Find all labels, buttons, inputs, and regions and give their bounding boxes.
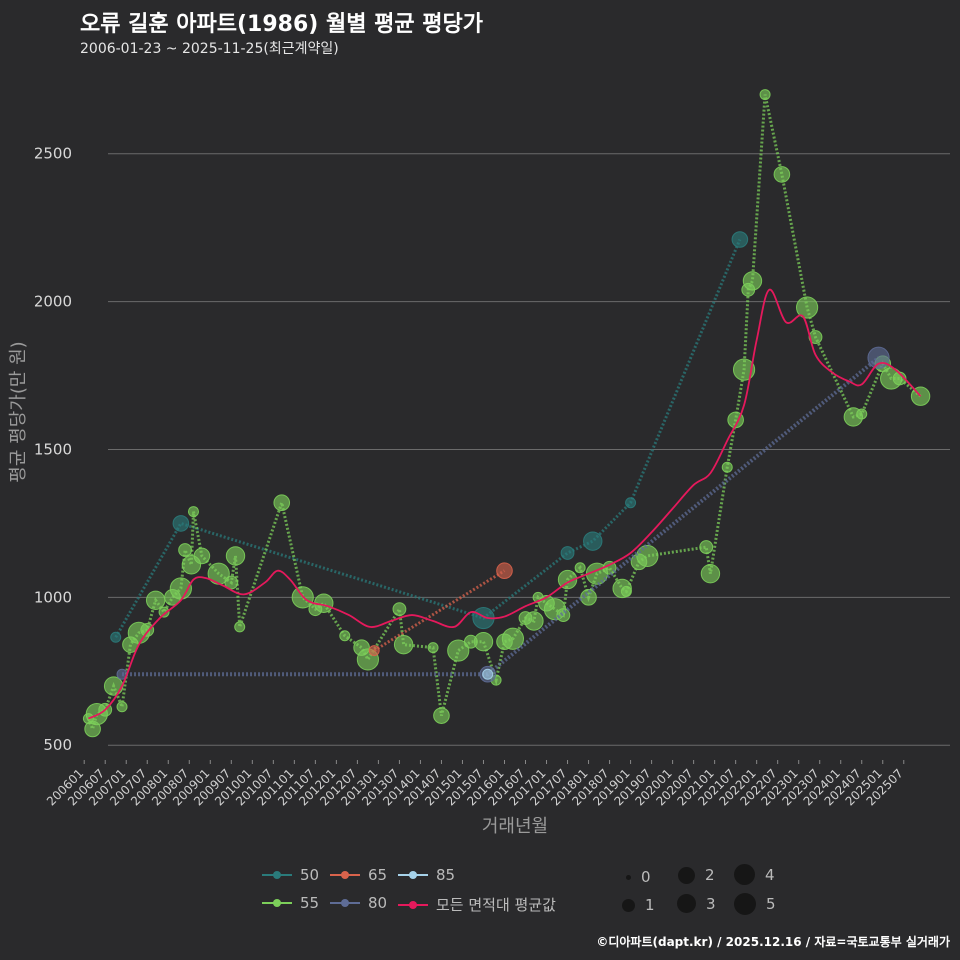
series-point-50 [625,497,637,509]
legend-label-55: 55 [300,894,320,912]
legend-size-label-2: 2 [705,866,715,884]
source-credit: ©디아파트(dapt.kr) / 2025.12.16 / 자료=국토교통부 실… [596,935,950,949]
chart-subtitle: 2006-01-23 ~ 2025-11-25(최근계약일) [80,41,339,57]
y-tick-label-2500: 2500 [34,145,72,163]
size-dot-2 [678,866,695,884]
series-point-50 [560,546,575,560]
legend-label-80: 80 [368,894,388,912]
legend-size-label-5: 5 [766,895,776,913]
size-dot-3 [677,894,696,913]
series-point-55 [158,606,170,618]
legend-swatch-80 [330,897,360,909]
series-point-55 [773,166,791,183]
series-point-55 [178,543,192,557]
series-point-55 [732,358,756,381]
legend-size-2: 2 [676,866,715,884]
series-point-55 [574,562,586,574]
series-point-55 [187,506,199,518]
legend-swatch-55 [262,897,292,909]
size-dot-0 [626,874,631,880]
y-axis-title: 평균 평당가(만 원) [8,341,29,482]
legend-item-65[interactable]: 65 [330,866,387,884]
series-point-55 [116,701,128,713]
series-point-55 [796,296,819,319]
series-point-80 [867,346,890,369]
size-dot-5 [734,893,756,915]
series-point-55 [273,494,291,512]
legend-size-label-0: 0 [641,868,651,886]
series-point-65 [368,645,380,657]
legend-item-85[interactable]: 85 [398,866,455,884]
series-point-55 [700,563,721,584]
legend-item-55[interactable]: 55 [262,894,319,912]
legend-label-85: 85 [436,866,456,884]
legend-label-50: 50 [300,866,320,884]
x-axis-title: 거래년월 [482,816,548,837]
series-point-55 [234,621,246,633]
series-point-55 [103,676,124,696]
legend-size-1: 1 [618,896,655,914]
legend-item-50[interactable]: 50 [262,866,319,884]
series-line-65 [373,569,506,652]
series-point-55 [524,611,544,631]
legend-swatch-65 [330,869,360,881]
series-point-55 [339,630,351,642]
size-dot-1 [622,898,635,912]
series-point-50 [583,531,603,551]
y-tick-label-1000: 1000 [34,588,72,606]
series-point-85 [482,668,494,680]
series-point-55 [759,89,771,101]
series-point-55 [699,540,714,554]
legend-item-all-average[interactable]: 모든 면적대 평균값 [398,894,556,915]
size-dot-4 [734,864,755,885]
series-point-55 [225,546,246,566]
series-point-55 [721,461,733,473]
series-point-55 [557,569,578,590]
chart-title: 오류 길훈 아파트(1986) 월별 평균 평당가 [80,12,483,37]
series-point-55 [620,585,632,597]
series-line-all-average [87,288,922,720]
legend-size-0: 0 [618,868,651,886]
series-point-55 [140,622,155,637]
legend-swatch-all-average [398,899,428,911]
legend-label-all-average: 모든 면적대 평균값 [436,896,556,914]
series-point-55 [433,707,450,724]
y-tick-label-500: 500 [43,736,72,754]
legend-size-4: 4 [734,864,775,885]
series-point-55 [447,639,470,662]
series-point-55 [892,371,907,386]
series-point-55 [224,575,239,590]
legend-size-label-1: 1 [645,896,655,914]
legend-size-label-4: 4 [765,865,775,884]
y-tick-label-2000: 2000 [34,293,72,311]
series-point-55 [145,590,166,610]
series-point-55 [856,408,868,420]
legend-label-65: 65 [368,866,388,884]
series-point-50 [731,231,749,248]
series-point-55 [580,589,597,606]
legend-item-80[interactable]: 80 [330,894,387,912]
series-point-55 [473,632,494,652]
series-point-65 [496,562,513,580]
legend-swatch-85 [398,869,428,881]
series-point-55 [636,544,659,568]
series-point-55 [193,547,211,565]
series-point-55 [393,634,414,655]
series-point-55 [501,627,524,650]
legend-size-5: 5 [734,893,776,915]
y-tick-label-1500: 1500 [34,440,72,458]
series-point-50 [172,515,190,532]
series-point-55 [427,642,439,654]
series-point-55 [392,602,407,617]
legend-size-3: 3 [676,894,716,913]
legend-swatch-50 [262,869,292,881]
series-point-50 [110,631,122,643]
series-point-55 [742,271,763,291]
legend-size-label-3: 3 [706,894,716,913]
